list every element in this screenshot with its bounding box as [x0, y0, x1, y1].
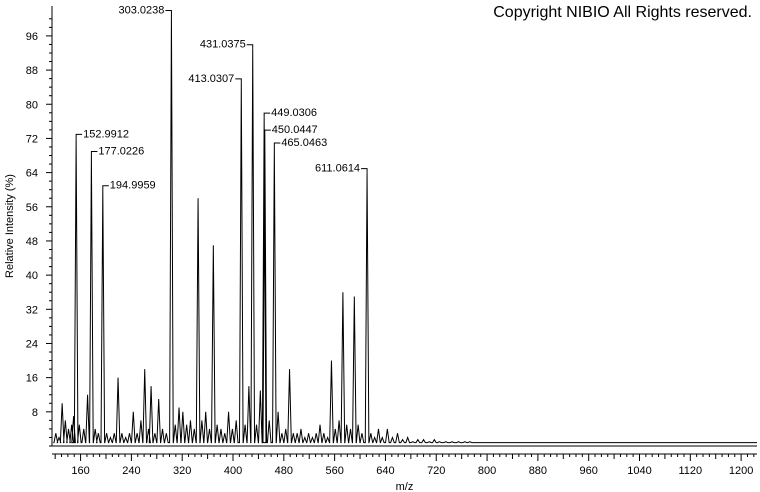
peak-label: 611.0614: [315, 163, 360, 175]
peak-label: 177.0226: [98, 146, 144, 158]
y-tick-label: 72: [26, 133, 38, 145]
peak-labels: 152.9912 177.0226 194.9959 303.0238 413.0307…: [75, 5, 368, 192]
x-tick-label: 480: [275, 465, 293, 477]
x-tick-label: 560: [325, 465, 343, 477]
peak-leader-line: [235, 78, 242, 83]
x-tick-label: 880: [529, 465, 547, 477]
x-tick-label: 1120: [678, 465, 702, 477]
peak-leader-line: [90, 151, 98, 156]
x-tick-label: 160: [71, 465, 89, 477]
peak-label: 450.0447: [272, 124, 318, 136]
peak-label: 152.9912: [83, 128, 129, 140]
y-tick-label: 80: [26, 99, 38, 111]
y-tick-label: 16: [26, 373, 38, 385]
peak-label: 303.0238: [119, 5, 165, 17]
x-tick-label: 1200: [729, 465, 753, 477]
axis-ticks: 8 16 24 32 40 48 56 64 72 80 88 96 160 240 320 400 480 56…: [26, 18, 755, 477]
y-tick-label: 96: [26, 31, 38, 43]
peak-label: 449.0306: [271, 107, 317, 119]
peak-leader-line: [361, 168, 368, 173]
peak-label: 431.0375: [200, 39, 246, 51]
peak-leader-line: [102, 185, 109, 190]
y-tick-label: 32: [26, 304, 38, 316]
x-tick-label: 640: [376, 465, 394, 477]
x-tick-label: 800: [478, 465, 496, 477]
peak-label: 465.0463: [281, 137, 327, 149]
y-tick-label: 56: [26, 202, 38, 214]
y-tick-label: 48: [26, 236, 38, 248]
x-tick-label: 720: [427, 465, 445, 477]
x-tick-label: 400: [224, 465, 242, 477]
peak-leader-line: [264, 129, 271, 135]
peak-leader-line: [263, 112, 271, 118]
y-axis-label: Relative Intensity (%): [4, 174, 16, 278]
axes: [51, 6, 757, 455]
peak-label: 413.0307: [188, 73, 234, 85]
y-tick-label: 40: [26, 270, 38, 282]
peak-leader-line: [246, 44, 254, 49]
x-tick-label: 240: [122, 465, 140, 477]
peak-leader-line: [273, 142, 281, 147]
copyright-notice: Copyright NIBIO All Rights reserved.: [493, 4, 752, 21]
spectrum-trace: [53, 14, 757, 444]
peak-leader-line: [75, 133, 83, 139]
peak-leader-line: [165, 10, 172, 15]
x-tick-label: 960: [580, 465, 598, 477]
y-tick-label: 88: [26, 65, 38, 77]
peak-label: 194.9959: [110, 180, 156, 192]
x-tick-label: 320: [173, 465, 191, 477]
y-tick-label: 24: [26, 338, 38, 350]
y-tick-label: 8: [32, 407, 38, 419]
x-tick-label: 1040: [627, 465, 651, 477]
y-tick-label: 64: [26, 168, 38, 180]
x-axis-label: m/z: [396, 481, 414, 492]
